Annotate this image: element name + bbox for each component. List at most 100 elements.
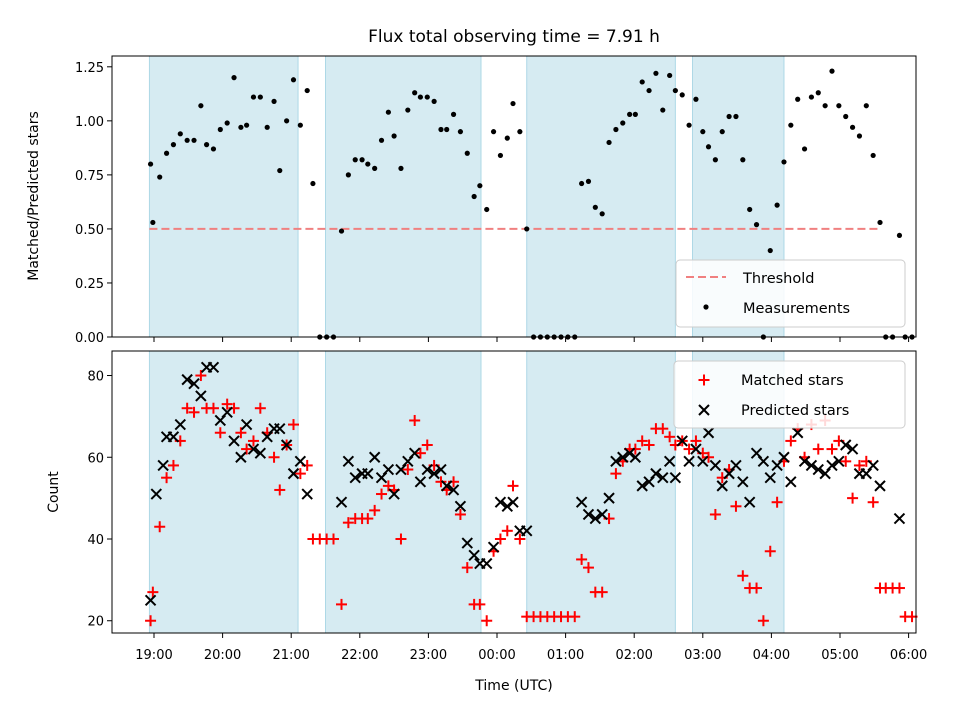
- measurement-point: [781, 159, 787, 165]
- predicted-star-point: [840, 439, 852, 451]
- measurement-point: [801, 146, 808, 152]
- matched-star-point: [610, 468, 622, 480]
- matched-star-point: [474, 598, 486, 610]
- matched-star-point: [730, 500, 742, 512]
- predicted-star-point: [716, 480, 728, 492]
- matched-star-point: [643, 439, 655, 451]
- measurement-point: [210, 146, 217, 152]
- predicted-star-marker-b: [254, 447, 267, 459]
- bottom-ytick-label: 20: [87, 615, 104, 630]
- top-shaded-interval: [526, 55, 676, 338]
- predicted-star-marker-b: [228, 435, 240, 447]
- predicted-star-marker-b: [636, 480, 648, 492]
- predicted-star-point: [764, 471, 776, 484]
- measurement-point: [660, 107, 666, 113]
- bottom-panel-frame: [111, 350, 917, 634]
- predicted-star-point: [247, 443, 260, 455]
- matched-star-point: [569, 611, 581, 623]
- predicted-star-point: [144, 594, 157, 607]
- predicted-star-marker-b: [240, 418, 253, 431]
- measurement-point: [147, 161, 154, 167]
- top-shaded-interval: [148, 55, 299, 338]
- predicted-star-marker-b: [743, 496, 756, 508]
- matched-star-point: [328, 533, 340, 545]
- top-ytick-label: 0.25: [75, 277, 104, 292]
- matched-star-point: [188, 406, 200, 418]
- measurement-point: [297, 122, 303, 128]
- predicted-star-point: [421, 463, 433, 476]
- predicted-star-point: [683, 455, 695, 468]
- top-ytick-label: 0.75: [75, 169, 104, 184]
- predicted-star-marker-b: [791, 427, 804, 439]
- predicted-star-point: [382, 463, 395, 476]
- matched-star-point: [596, 586, 608, 598]
- measurement-point: [653, 70, 659, 76]
- legend-measurements-swatch: [703, 304, 709, 310]
- measurement-point: [412, 90, 418, 96]
- top-panel-frame: [111, 55, 917, 338]
- predicted-star-marker-b: [650, 467, 662, 480]
- top-legend-box: [675, 259, 906, 328]
- measurement-point: [431, 98, 437, 104]
- measurement-point: [450, 111, 457, 117]
- matched-star-point: [629, 443, 641, 455]
- measurement-point: [444, 126, 450, 133]
- predicted-star-marker-b: [274, 422, 286, 435]
- bottom-xtick-label: 04:00: [753, 648, 790, 663]
- measurement-point: [829, 68, 835, 74]
- predicted-star-point: [698, 404, 710, 416]
- predicted-star-point: [785, 476, 797, 488]
- predicted-star-point: [487, 541, 500, 553]
- measurement-point: [585, 178, 592, 184]
- predicted-star-point: [826, 459, 838, 472]
- measurement-point: [391, 133, 397, 139]
- measurement-point: [740, 157, 746, 163]
- predicted-star-point: [342, 455, 355, 468]
- measurement-point: [150, 219, 156, 226]
- predicted-star-marker-b: [301, 488, 313, 500]
- matched-star-point: [402, 464, 414, 476]
- matched-star-point: [454, 508, 466, 520]
- predicted-star-marker-b: [280, 439, 293, 451]
- predicted-star-point: [743, 496, 756, 508]
- predicted-star-marker-b: [287, 467, 300, 480]
- predicted-star-marker-b: [454, 500, 467, 513]
- measurement-point: [184, 137, 190, 143]
- legend-predicted-label: Predicted stars: [741, 403, 849, 419]
- predicted-star-point: [521, 525, 533, 537]
- matched-star-point: [785, 435, 797, 447]
- measurement-point: [385, 109, 391, 115]
- predicted-star-point: [575, 496, 588, 508]
- predicted-star-marker-b: [778, 451, 790, 463]
- predicted-star-point: [709, 459, 722, 472]
- measurement-point: [620, 120, 626, 126]
- predicted-star-point: [596, 508, 608, 521]
- measurement-point: [753, 222, 760, 228]
- predicted-star-marker-b: [335, 496, 348, 508]
- measurement-point: [632, 111, 638, 117]
- bottom-ytick-label: 60: [87, 451, 104, 466]
- matched-star-point: [698, 374, 710, 386]
- matched-star-point: [241, 443, 253, 455]
- predicted-star-marker-b: [362, 467, 374, 480]
- predicted-star-marker-b: [428, 467, 440, 480]
- matched-star-point: [287, 419, 299, 431]
- predicted-star-marker-b: [247, 443, 260, 455]
- predicted-star-point: [287, 467, 300, 480]
- predicted-star-point: [702, 427, 715, 439]
- matched-star-point: [369, 504, 381, 516]
- measurement-point: [378, 137, 385, 143]
- matched-star-point: [514, 533, 526, 545]
- predicted-star-marker-b: [867, 459, 879, 472]
- matched-star-point: [664, 431, 676, 443]
- measurement-point: [774, 202, 780, 208]
- predicted-star-marker-b: [690, 443, 702, 455]
- bottom-shaded-interval: [325, 350, 482, 634]
- measurement-point: [345, 172, 351, 178]
- matched-star-point: [737, 570, 749, 582]
- measurement-point: [767, 247, 773, 254]
- predicted-star-marker-b: [368, 451, 381, 463]
- predicted-star-marker-b: [144, 594, 157, 607]
- matched-star-point: [826, 443, 838, 455]
- measurement-point: [224, 120, 230, 126]
